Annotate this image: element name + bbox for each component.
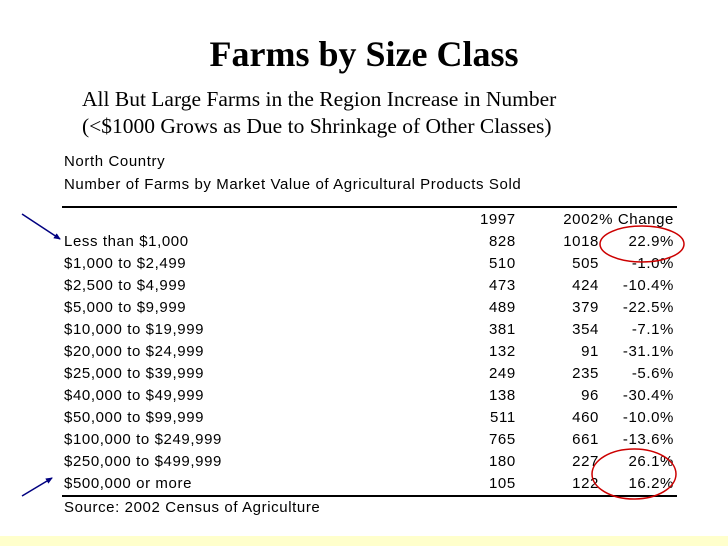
- table-row: $250,000 to $499,999 180 227 26.1%: [62, 451, 677, 473]
- pct-change-cell: -7.1%: [631, 321, 674, 338]
- table-row: $10,000 to $19,999 381 354 -7.1%: [62, 319, 677, 341]
- count-1997-cell: 132: [488, 343, 516, 360]
- subtitle-line-1: All But Large Farms in the Region Increa…: [82, 87, 557, 111]
- arrow-icon-bottom: [21, 477, 53, 497]
- arrow-icon-top: [21, 213, 61, 240]
- size-class-cell: $10,000 to $19,999: [64, 321, 205, 338]
- bottom-strip: [0, 536, 728, 546]
- pct-change-cell: 16.2%: [628, 475, 674, 492]
- count-1997-cell: 138: [488, 387, 516, 404]
- pct-change-cell: -5.6%: [631, 365, 674, 382]
- count-2002-cell: 661: [572, 431, 599, 448]
- pct-change-cell: -13.6%: [622, 431, 674, 448]
- count-1997-cell: 510: [488, 255, 516, 272]
- table-top-rule: [62, 206, 677, 208]
- highlight-circle-bottom: [591, 448, 677, 500]
- slide-subtitle: All But Large Farms in the Region Increa…: [82, 86, 682, 140]
- table-caption: Number of Farms by Market Value of Agric…: [64, 176, 522, 193]
- size-class-cell: Less than $1,000: [64, 233, 189, 250]
- pct-change-cell: 22.9%: [628, 233, 674, 250]
- farms-table: 1997 2002 % Change Less than $1,000 828 10…: [62, 209, 677, 495]
- count-1997-cell: 511: [490, 409, 516, 426]
- size-class-cell: $50,000 to $99,999: [64, 409, 205, 426]
- pct-change-cell: -10.4%: [622, 277, 674, 294]
- size-class-cell: $40,000 to $49,999: [64, 387, 205, 404]
- count-2002-cell: 91: [581, 343, 599, 360]
- size-class-cell: $25,000 to $39,999: [64, 365, 205, 382]
- table-row: $25,000 to $39,999 249 235 -5.6%: [62, 363, 677, 385]
- count-2002-cell: 1018: [563, 233, 599, 250]
- count-2002-cell: 96: [581, 387, 599, 404]
- column-header-2002: 2002: [563, 211, 599, 228]
- table-row: $50,000 to $99,999 511 460 -10.0%: [62, 407, 677, 429]
- count-2002-cell: 354: [572, 321, 599, 338]
- table-row: Less than $1,000 828 1018 22.9%: [62, 231, 677, 253]
- table-row: $20,000 to $24,999 132 91 -31.1%: [62, 341, 677, 363]
- count-1997-cell: 828: [488, 233, 516, 250]
- table-row: $5,000 to $9,999 489 379 -22.5%: [62, 297, 677, 319]
- count-2002-cell: 122: [572, 475, 599, 492]
- table-bottom-rule: [62, 495, 677, 497]
- size-class-cell: $5,000 to $9,999: [64, 299, 187, 316]
- column-header-1997: 1997: [479, 211, 516, 228]
- column-header-pct-change: % Change: [599, 211, 674, 228]
- size-class-cell: $100,000 to $249,999: [64, 431, 222, 448]
- count-1997-cell: 180: [488, 453, 516, 470]
- table-header-row: 1997 2002 % Change: [62, 209, 677, 231]
- pct-change-cell: -22.5%: [622, 299, 674, 316]
- region-label: North Country: [64, 153, 166, 170]
- size-class-cell: $1,000 to $2,499: [64, 255, 187, 272]
- count-1997-cell: 765: [488, 431, 516, 448]
- size-class-cell: $2,500 to $4,999: [64, 277, 187, 294]
- count-1997-cell: 381: [488, 321, 516, 338]
- table-row: $40,000 to $49,999 138 96 -30.4%: [62, 385, 677, 407]
- table-row: $2,500 to $4,999 473 424 -10.4%: [62, 275, 677, 297]
- count-1997-cell: 105: [488, 475, 516, 492]
- source-note: Source: 2002 Census of Agriculture: [64, 499, 321, 516]
- size-class-cell: $20,000 to $24,999: [64, 343, 205, 360]
- pct-change-cell: -30.4%: [622, 387, 674, 404]
- count-2002-cell: 235: [572, 365, 599, 382]
- pct-change-cell: 26.1%: [628, 453, 674, 470]
- count-1997-cell: 249: [488, 365, 516, 382]
- size-class-cell: $500,000 or more: [64, 475, 193, 492]
- count-2002-cell: 227: [572, 453, 599, 470]
- count-2002-cell: 424: [572, 277, 599, 294]
- count-2002-cell: 505: [572, 255, 599, 272]
- count-2002-cell: 460: [572, 409, 599, 426]
- count-1997-cell: 489: [488, 299, 516, 316]
- table-row: $100,000 to $249,999 765 661 -13.6%: [62, 429, 677, 451]
- table-row: $500,000 or more 105 122 16.2%: [62, 473, 677, 495]
- size-class-cell: $250,000 to $499,999: [64, 453, 222, 470]
- highlight-circle-top: [599, 225, 685, 263]
- pct-change-cell: -10.0%: [622, 409, 674, 426]
- slide-title: Farms by Size Class: [209, 34, 519, 74]
- count-2002-cell: 379: [572, 299, 599, 316]
- pct-change-cell: -31.1%: [622, 343, 674, 360]
- subtitle-line-2: (<$1000 Grows as Due to Shrinkage of Oth…: [82, 114, 552, 138]
- count-1997-cell: 473: [488, 277, 516, 294]
